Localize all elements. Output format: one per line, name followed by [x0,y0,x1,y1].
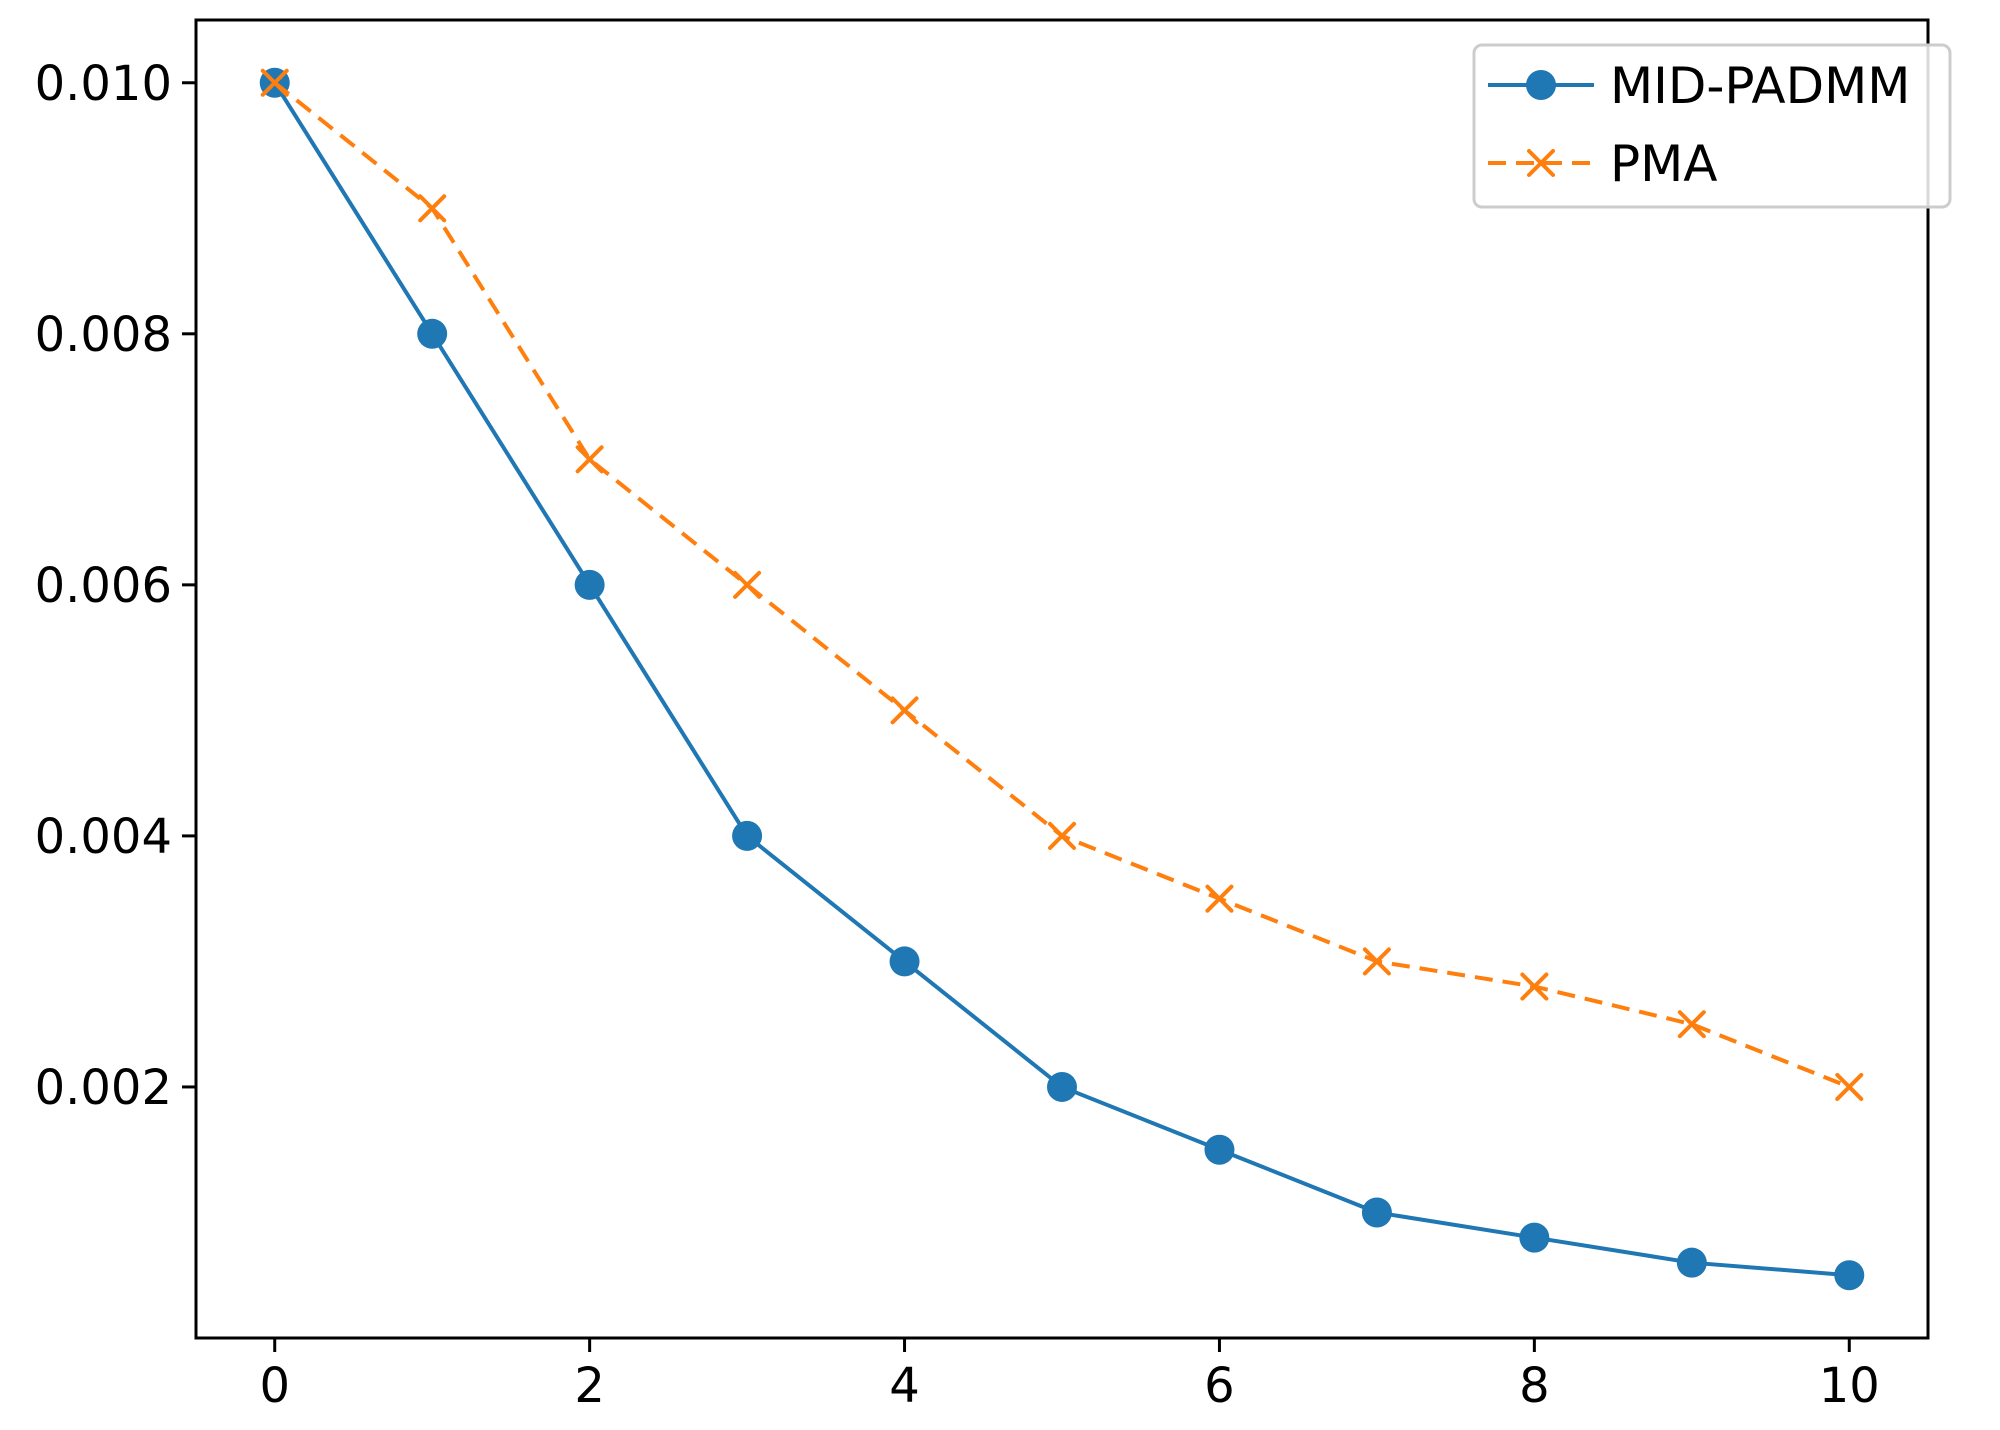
data-point-mid-padmm [574,569,605,600]
legend-marker [1527,149,1555,177]
data-point-pma [1205,884,1234,913]
x-tick-label: 10 [1819,1358,1880,1414]
data-point-mid-padmm [417,318,448,349]
data-point-mid-padmm [1519,1222,1550,1253]
legend-label: PMA [1610,135,1718,193]
data-point-pma [1362,947,1391,976]
x-tick-label: 4 [889,1358,920,1414]
data-point-pma [418,194,447,223]
x-tick-label: 2 [574,1358,605,1414]
x-tick-label: 6 [1204,1358,1235,1414]
legend-marker [1526,70,1556,100]
data-point-mid-padmm [1204,1134,1235,1165]
y-tick-label: 0.004 [35,809,172,865]
data-point-pma [1048,821,1076,850]
legend-entries: MID-PADMM PMA [1488,57,1910,193]
y-tick-label: 0.010 [35,56,172,112]
data-point-pma [1677,1010,1706,1039]
legend-entry-mid-padmm: MID-PADMM [1488,57,1910,115]
data-point-pma [1520,972,1549,1001]
series-layer [259,67,1865,1291]
legend: MID-PADMM PMA [1472,43,1952,209]
y-tick-label: 0.006 [35,558,172,614]
y-tick-label: 0.008 [35,307,172,363]
series-pma [260,68,1864,1101]
data-point-mid-padmm [1361,1197,1392,1228]
plot-frame [194,18,1930,1340]
data-point-pma [733,570,762,599]
data-point-pma [1835,1072,1864,1101]
data-point-mid-padmm [889,946,920,977]
data-point-pma [890,696,919,725]
series-mid-padmm [259,67,1865,1291]
data-point-mid-padmm [732,820,763,851]
y-tick-label: 0.002 [35,1060,172,1116]
legend-label: MID-PADMM [1610,57,1910,115]
x-tick-label: 0 [259,1358,290,1414]
x-axis: 0 2 4 6 8 10 [259,1338,1880,1414]
data-point-pma [260,68,289,97]
series-line-pma [273,81,1851,1089]
data-point-mid-padmm [1834,1260,1865,1291]
legend-entry-pma: PMA [1488,135,1718,193]
data-point-mid-padmm [1047,1071,1077,1102]
y-axis: 0.002 0.004 0.006 0.008 0.010 [35,56,196,1116]
data-point-pma [575,445,604,474]
x-tick-label: 8 [1519,1358,1550,1414]
data-point-mid-padmm [1676,1247,1707,1278]
